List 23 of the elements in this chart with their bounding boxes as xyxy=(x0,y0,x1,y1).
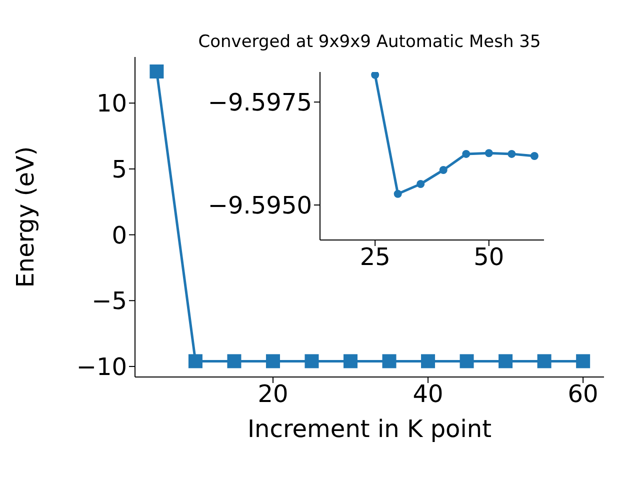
point xyxy=(416,180,425,188)
y-axis-title: Energy (eV) xyxy=(12,146,40,288)
point xyxy=(530,152,538,160)
point xyxy=(439,166,448,174)
x-tick-label: 20 xyxy=(258,380,288,408)
point xyxy=(462,150,470,158)
point xyxy=(394,190,402,198)
chart-title: Converged at 9x9x9 Automatic Mesh 35 xyxy=(197,32,542,52)
y-tick-label: 0 xyxy=(112,221,127,250)
x-axis-title: Increment in K point xyxy=(247,415,492,443)
point xyxy=(508,150,516,158)
x-tick-label: 60 xyxy=(568,380,598,408)
y-tick-label: 5 xyxy=(112,155,127,184)
x-tick-label: 25 xyxy=(360,243,390,272)
point xyxy=(371,72,380,79)
y-tick-label: −9.5975 xyxy=(208,88,312,117)
x-tick-label: 50 xyxy=(474,243,504,272)
y-tick-label: −5 xyxy=(92,287,127,316)
y-tick-label: 10 xyxy=(96,90,127,118)
y-tick-label: −10 xyxy=(76,352,127,381)
y-tick-label: −9.5950 xyxy=(208,192,312,220)
point xyxy=(484,149,493,158)
x-tick-label: 40 xyxy=(412,380,444,408)
